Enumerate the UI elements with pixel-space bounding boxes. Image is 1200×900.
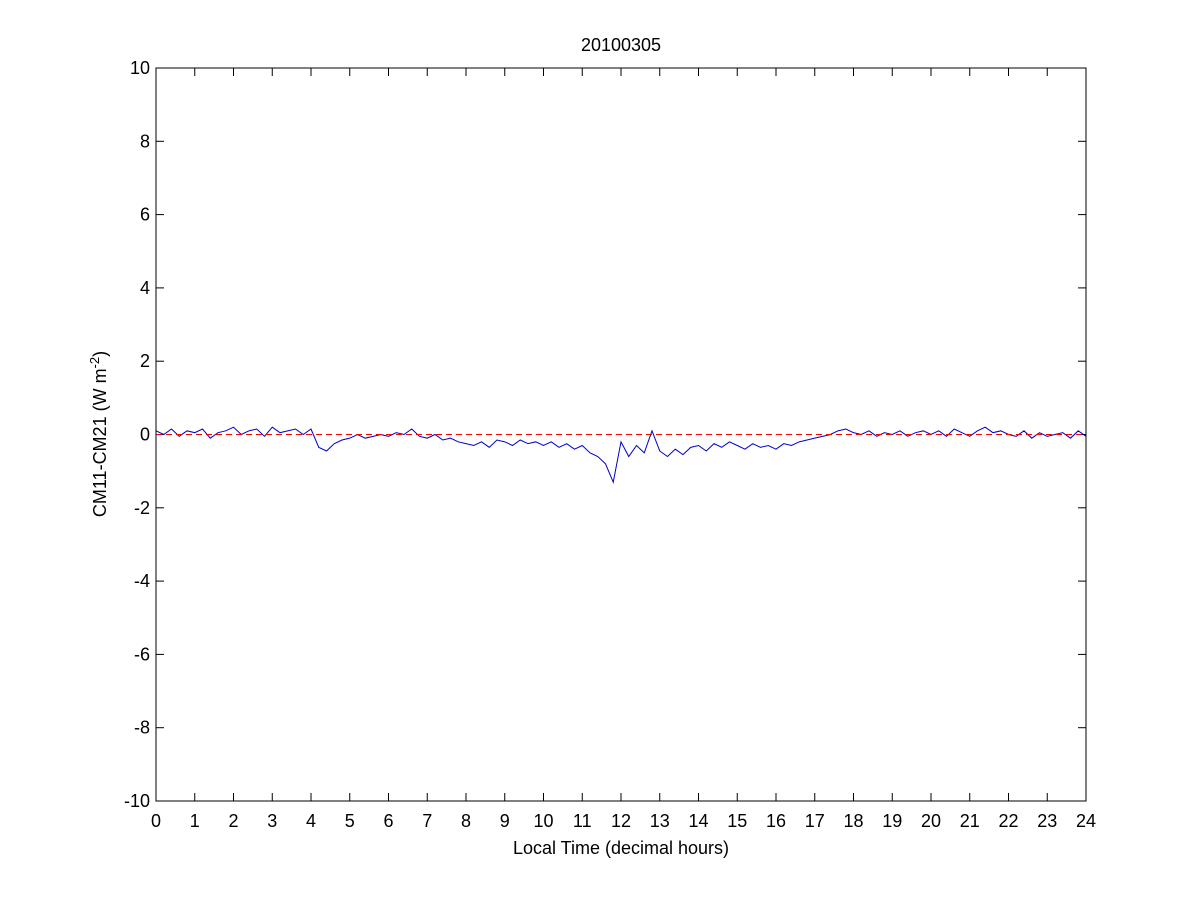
x-tick-label: 5 [345,811,355,831]
y-tick-label: -8 [134,718,150,738]
x-tick-label: 12 [611,811,631,831]
y-tick-label: 2 [140,351,150,371]
x-tick-label: 18 [843,811,863,831]
x-tick-label: 2 [228,811,238,831]
x-tick-label: 8 [461,811,471,831]
y-tick-label: 0 [140,425,150,445]
x-tick-label: 17 [805,811,825,831]
x-tick-label: 6 [383,811,393,831]
x-tick-label: 19 [882,811,902,831]
x-tick-label: 7 [422,811,432,831]
y-tick-label: -2 [134,498,150,518]
y-axis-label: CM11-CM21 (W m-2) [87,351,110,517]
y-tick-label: -6 [134,644,150,664]
x-tick-label: 16 [766,811,786,831]
x-tick-label: 23 [1037,811,1057,831]
x-tick-label: 15 [727,811,747,831]
x-tick-label: 4 [306,811,316,831]
x-tick-label: 24 [1076,811,1096,831]
y-tick-label: -4 [134,571,150,591]
x-tick-label: 10 [533,811,553,831]
y-tick-label: 6 [140,205,150,225]
x-tick-label: 3 [267,811,277,831]
x-tick-label: 21 [960,811,980,831]
plot-frame [155,67,1087,802]
x-tick-label: 0 [151,811,161,831]
x-tick-label: 13 [650,811,670,831]
chart-title: 20100305 [581,35,661,55]
y-axis-label-close: ) [90,351,110,357]
y-axis-label-text: CM11-CM21 (W m [90,368,110,517]
y-tick-label: -10 [124,791,150,811]
x-axis-label: Local Time (decimal hours) [513,838,729,858]
x-tick-label: 1 [190,811,200,831]
x-tick-label: 9 [500,811,510,831]
y-tick-label: 10 [130,58,150,78]
x-tick-label: 20 [921,811,941,831]
x-tick-label: 11 [573,811,592,831]
y-tick-label: 4 [140,278,150,298]
y-axis-label-superscript: -2 [87,357,102,369]
y-tick-label: 8 [140,131,150,151]
x-tick-label: 14 [688,811,708,831]
x-tick-label: 22 [998,811,1018,831]
